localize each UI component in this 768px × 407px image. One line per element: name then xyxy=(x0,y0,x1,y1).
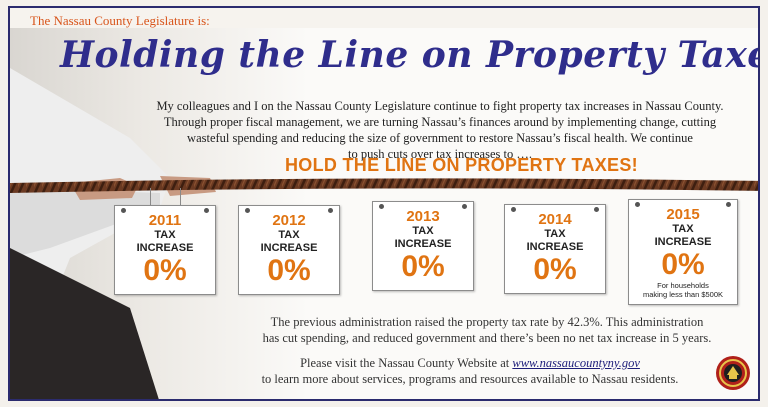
intro-line: My colleagues and I on the Nassau County… xyxy=(156,99,724,113)
sign-year: 2014 xyxy=(538,211,572,228)
county-seal-icon xyxy=(716,356,750,390)
summary-paragraph: The previous administration raised the p… xyxy=(222,314,752,346)
visit-line: Please visit the Nassau County Website a… xyxy=(210,355,730,371)
nail-icon xyxy=(379,204,384,209)
sign-label: TAX xyxy=(412,225,434,237)
sign-label: TAX xyxy=(544,228,566,240)
sign-year: 2013 xyxy=(406,208,440,225)
sign-label: TAX xyxy=(672,223,694,235)
nail-icon xyxy=(511,207,516,212)
sign-note: making less than $500K xyxy=(642,290,724,299)
nail-icon xyxy=(245,208,250,213)
sign-label: INCREASE xyxy=(394,238,452,250)
visit-paragraph: Please visit the Nassau County Website a… xyxy=(210,355,730,387)
org-line: The Nassau County Legislature is: xyxy=(30,13,210,28)
nail-icon xyxy=(635,202,640,207)
rope-graphic xyxy=(10,178,758,193)
sign-year: 2011 xyxy=(148,212,182,229)
sign-year: 2012 xyxy=(272,212,306,229)
sign-percent: 0% xyxy=(533,253,577,286)
sign-year: 2015 xyxy=(666,206,700,223)
intro-paragraph: My colleagues and I on the Nassau County… xyxy=(130,98,750,162)
sign-2014: 2014 TAX INCREASE 0% xyxy=(504,204,606,294)
sign-2013: 2013 TAX INCREASE 0% xyxy=(372,201,474,291)
summary-line: has cut spending, and reduced government… xyxy=(262,331,712,345)
sign-string xyxy=(180,188,181,206)
header-strip xyxy=(10,8,758,28)
nail-icon xyxy=(462,204,467,209)
sign-2011: 2011 TAX INCREASE 0% xyxy=(114,205,216,295)
sign-string xyxy=(150,188,151,206)
sign-label: INCREASE xyxy=(654,236,712,248)
sign-percent: 0% xyxy=(661,248,705,281)
sign-label: TAX xyxy=(278,229,300,241)
nail-icon xyxy=(594,207,599,212)
intro-line: wasteful spending and reducing the size … xyxy=(187,131,693,145)
sign-percent: 0% xyxy=(267,254,311,287)
tax-signs: 2011 TAX INCREASE 0% 2012 TAX INCREASE 0… xyxy=(10,8,758,399)
sign-2015: 2015 TAX INCREASE 0% For households maki… xyxy=(628,199,738,305)
summary-line: The previous administration raised the p… xyxy=(270,315,704,329)
intro-line: Through proper fiscal management, we are… xyxy=(163,115,717,129)
sign-percent: 0% xyxy=(143,254,187,287)
nail-icon xyxy=(121,208,126,213)
nail-icon xyxy=(328,208,333,213)
sign-note: For households xyxy=(657,281,709,290)
sign-label: INCREASE xyxy=(136,242,194,254)
intro-line: to push cuts over tax increases to …. xyxy=(348,147,532,161)
website-link[interactable]: www.nassaucountyny.gov xyxy=(512,356,640,370)
sign-percent: 0% xyxy=(401,250,445,283)
nail-icon xyxy=(726,202,731,207)
sign-label: INCREASE xyxy=(260,242,318,254)
sign-label: TAX xyxy=(154,229,176,241)
hold-the-line-callout: HOLD THE LINE ON PROPERTY TAXES! xyxy=(285,155,638,175)
sign-2012: 2012 TAX INCREASE 0% xyxy=(238,205,340,295)
flyer-card: The Nassau County Legislature is: Holdin… xyxy=(8,6,760,401)
nail-icon xyxy=(204,208,209,213)
sign-label: INCREASE xyxy=(526,241,584,253)
visit-prefix: Please visit the Nassau County Website a… xyxy=(300,356,513,370)
headline: Holding the Line on Property Taxes! xyxy=(60,34,760,76)
visit-line: to learn more about services, programs a… xyxy=(261,372,679,386)
person-pulling-rope-image xyxy=(10,68,216,399)
